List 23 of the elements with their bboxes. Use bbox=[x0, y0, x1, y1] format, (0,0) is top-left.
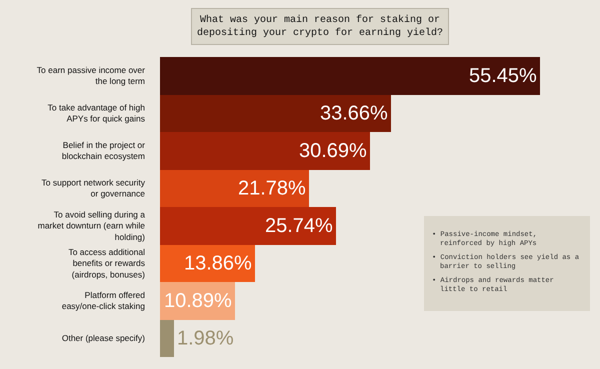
data-label: 25.74% bbox=[264, 215, 333, 237]
y-tick-label: To earn passive income over the long term bbox=[36, 65, 146, 86]
bar bbox=[160, 95, 391, 132]
bar bbox=[160, 57, 540, 95]
bar bbox=[160, 170, 309, 207]
data-label: 33.66% bbox=[320, 102, 388, 124]
bar bbox=[160, 320, 174, 357]
y-tick-label: To access additional benefits or rewards (airdrops, bonuses) bbox=[68, 247, 146, 280]
y-tick-label: To avoid selling during a market downturn (earn while holding) bbox=[38, 210, 146, 242]
data-label: 30.69% bbox=[298, 140, 367, 162]
bar bbox=[160, 132, 370, 170]
y-tick-label: Other (please specify) bbox=[62, 333, 146, 344]
y-tick-label: Belief in the project or blockchain ecosystem bbox=[62, 140, 146, 162]
bar bbox=[160, 207, 336, 245]
data-label: 55.45% bbox=[468, 65, 537, 87]
data-label: 21.78% bbox=[238, 178, 306, 200]
data-label: 1.98% bbox=[177, 328, 234, 350]
chart-title: What was your main reason for staking or depositing your crypto for earning yield? bbox=[197, 14, 444, 39]
y-tick-label: To take advantage of high APYs for quick gains bbox=[48, 102, 146, 124]
data-label: 10.89% bbox=[164, 290, 232, 312]
data-label: 13.86% bbox=[184, 252, 252, 274]
y-tick-label: To support network security or governance bbox=[42, 178, 146, 199]
y-tick-label: Platform offered easy/one-click staking bbox=[62, 290, 146, 312]
